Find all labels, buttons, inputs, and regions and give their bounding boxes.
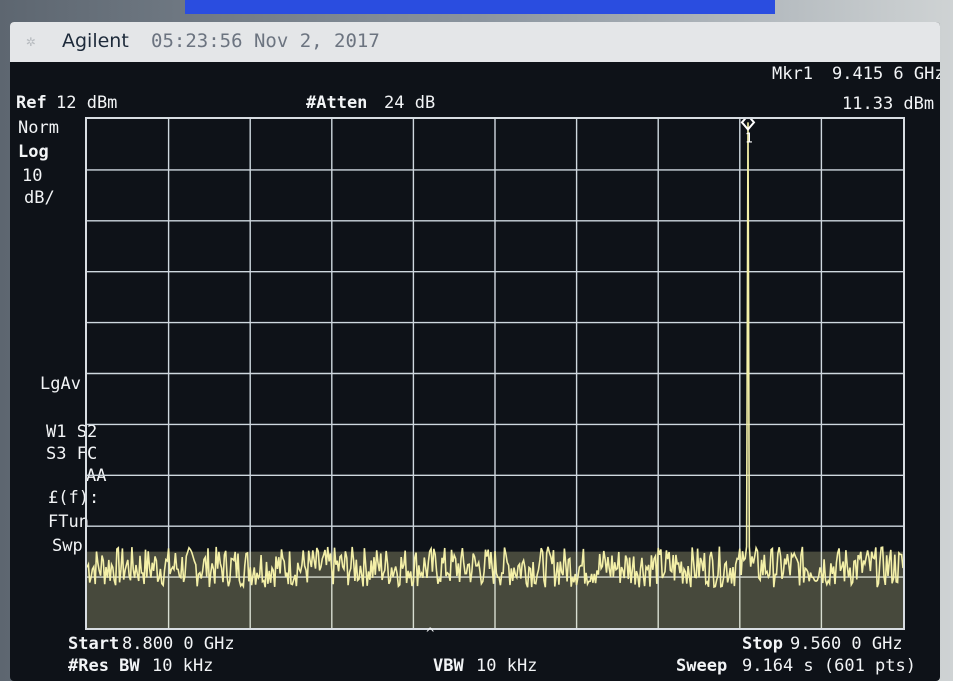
start-label: Start bbox=[68, 634, 120, 654]
marker-label: Mkr1 bbox=[772, 64, 813, 84]
analyzer-screen: ✲ Agilent 05:23:56 Nov 2, 2017 Mkr1 9.41… bbox=[10, 22, 940, 681]
rbw-value: 10 kHz bbox=[152, 656, 214, 676]
rbw-label: #Res BW bbox=[68, 656, 140, 676]
blue-header-strip bbox=[185, 0, 775, 14]
trace-state-aa: AA bbox=[86, 466, 107, 486]
marker-number: 1 bbox=[745, 131, 753, 146]
vbw-label: VBW bbox=[433, 656, 464, 676]
atten-value: 24 dB bbox=[384, 93, 436, 113]
trace-state-s3fc: S3 FC bbox=[46, 444, 98, 464]
marker-diamond-icon bbox=[740, 119, 756, 131]
agilent-logo-icon: ✲ bbox=[26, 31, 36, 50]
spectrum-plot: 1 bbox=[85, 117, 905, 630]
spectrum-trace bbox=[87, 122, 903, 590]
center-marker-icon: ^ bbox=[426, 626, 435, 642]
stop-label: Stop bbox=[742, 634, 783, 654]
start-value: 8.800 0 GHz bbox=[122, 634, 235, 654]
noise-band bbox=[87, 551, 903, 628]
atten-label: #Atten bbox=[306, 93, 368, 113]
vbw-value: 10 kHz bbox=[476, 656, 538, 676]
ref-value: 12 dBm bbox=[56, 93, 118, 113]
sweep-label: Sweep bbox=[676, 656, 728, 676]
swp-label: Swp bbox=[52, 536, 83, 556]
ref-label: Ref bbox=[16, 93, 47, 113]
timestamp: 05:23:56 Nov 2, 2017 bbox=[151, 30, 380, 52]
marker-amplitude: 11.33 dBm bbox=[842, 94, 935, 114]
scale-value: 10 bbox=[22, 166, 43, 186]
average-label: LgAv bbox=[40, 374, 81, 394]
scale-type: Log bbox=[18, 142, 49, 162]
sweep-value: 9.164 s (601 pts) bbox=[742, 656, 916, 676]
spectrum-trace-svg: 1 bbox=[87, 119, 903, 628]
marker-frequency: 9.415 6 GHz bbox=[832, 64, 940, 84]
trace-state-w1s2: W1 S2 bbox=[46, 422, 98, 442]
title-bar: ✲ Agilent 05:23:56 Nov 2, 2017 bbox=[10, 22, 940, 62]
ftun-label: FTun bbox=[48, 512, 89, 532]
brand-name: Agilent bbox=[62, 30, 129, 52]
stop-value: 9.560 0 GHz bbox=[790, 634, 903, 654]
scale-unit: dB/ bbox=[24, 188, 55, 208]
detector-label: Norm bbox=[18, 118, 59, 138]
